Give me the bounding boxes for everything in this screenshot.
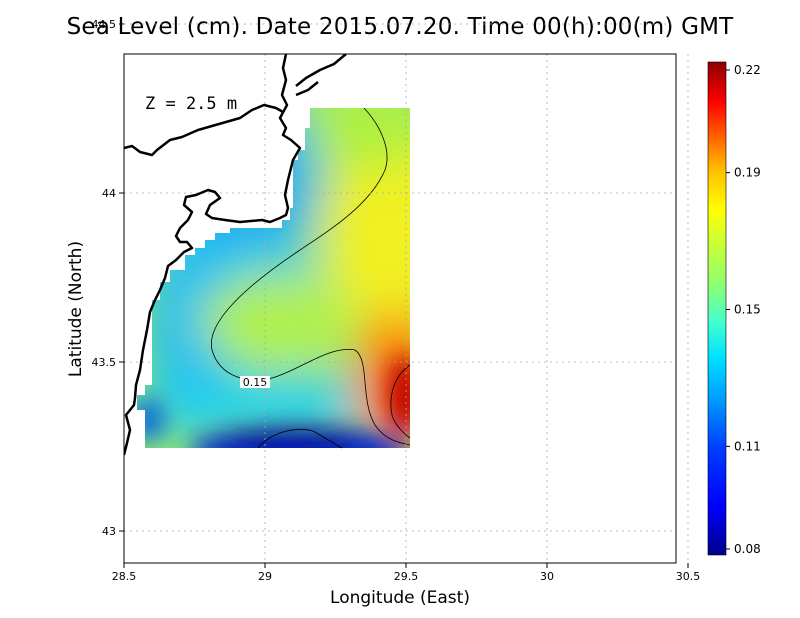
x-tick-label: 29 <box>258 570 272 583</box>
colorbar-tick-label: 0.08 <box>734 542 761 556</box>
colorbar-ticks: 0.08 0.11 0.15 0.19 0.22 <box>726 63 761 556</box>
coastline <box>124 54 347 456</box>
x-axis-label: Longitude (East) <box>330 588 470 608</box>
y-tick-label: 43.5 <box>92 356 117 369</box>
y-tick-label: 44.5 <box>92 18 117 31</box>
depth-label: Z = 2.5 m <box>145 94 237 114</box>
contour-lines <box>210 107 411 449</box>
contour-label: 0.15 <box>243 376 268 389</box>
x-tick-label: 28.5 <box>112 570 137 583</box>
contour-label-box <box>240 376 270 388</box>
contour-line-red <box>390 364 411 439</box>
colorbar-tick-label: 0.15 <box>734 303 761 317</box>
x-tick-label: 29.5 <box>394 570 419 583</box>
coastline-inlet <box>295 81 319 97</box>
plot-frame <box>123 53 677 564</box>
y-tick-label: 44 <box>102 187 116 200</box>
colorbar-tick-label: 0.11 <box>734 439 761 453</box>
colorbar-tick-label: 0.19 <box>734 166 761 180</box>
coastline-north <box>124 103 284 157</box>
colorbar <box>707 61 727 556</box>
coastline-bay <box>295 54 347 87</box>
contour-line-main <box>210 107 411 446</box>
coastline-main <box>124 54 302 456</box>
chart-title: Sea Level (cm). Date 2015.07.20. Time 00… <box>66 14 734 40</box>
x-tick-label: 30.5 <box>676 570 701 583</box>
y-axis-label: Latitude (North) <box>66 240 86 378</box>
x-tick-label: 30 <box>540 570 554 583</box>
y-tick-label: 43 <box>102 525 116 538</box>
sea-level-field <box>137 108 410 448</box>
colorbar-tick-label: 0.22 <box>734 63 761 77</box>
contour-line-low <box>257 428 343 449</box>
